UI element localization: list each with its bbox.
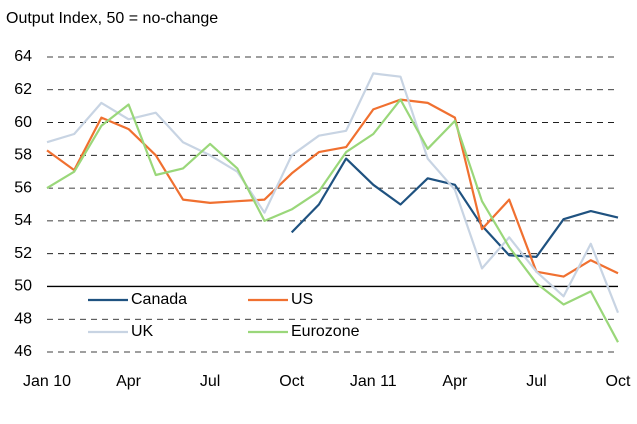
x-tick-label: Oct <box>606 373 631 390</box>
y-tick-label: 56 <box>14 179 32 196</box>
legend-label: Eurozone <box>291 323 360 340</box>
y-tick-label: 62 <box>14 81 32 98</box>
y-tick-label: 52 <box>14 245 32 262</box>
y-tick-label: 48 <box>14 310 32 327</box>
y-tick-label: 50 <box>14 278 32 295</box>
y-tick-label: 54 <box>14 212 32 229</box>
y-tick-label: 58 <box>14 147 32 164</box>
x-tick-label: Oct <box>279 373 304 390</box>
y-tick-label: 46 <box>14 343 32 360</box>
legend-label: UK <box>131 323 154 340</box>
x-tick-label: Apr <box>116 373 142 390</box>
y-tick-label: 64 <box>14 48 32 65</box>
y-tick-label: 60 <box>14 114 32 131</box>
legend-label: US <box>291 291 313 308</box>
series-line <box>46 72 620 314</box>
chart-title: Output Index, 50 = no-change <box>6 10 218 27</box>
x-tick-label: Jul <box>526 373 546 390</box>
x-tick-label: Jul <box>200 373 220 390</box>
x-tick-label: Jan 10 <box>23 373 71 390</box>
x-tick-label: Jan 11 <box>350 373 397 390</box>
legend-label: Canada <box>131 291 187 308</box>
x-tick-label: Apr <box>442 373 468 390</box>
series-line <box>46 98 619 343</box>
series-line <box>290 157 619 258</box>
